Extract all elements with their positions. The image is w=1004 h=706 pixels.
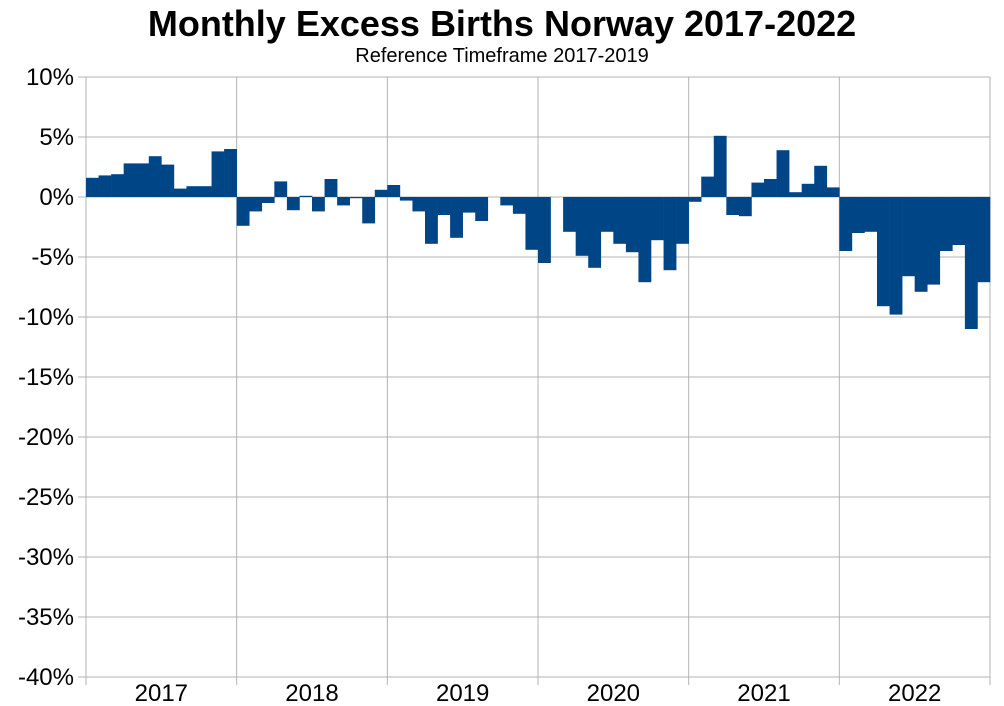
y-tick-label: -15% [18, 364, 74, 391]
chart-subtitle: Reference Timeframe 2017-2019 [355, 45, 649, 67]
bar [588, 197, 602, 268]
bar [676, 197, 689, 244]
x-tick-label: 2018 [285, 680, 338, 706]
bar [299, 195, 313, 197]
bar [186, 186, 200, 197]
bar [324, 179, 338, 197]
bar [651, 197, 664, 241]
bar [98, 175, 112, 197]
bar [538, 197, 551, 263]
x-tick-label: 2017 [135, 680, 188, 706]
y-tick-label: 10% [26, 64, 74, 91]
y-tick-label: -25% [18, 484, 74, 511]
bar [977, 197, 991, 283]
bar [851, 197, 865, 233]
bar [877, 197, 890, 307]
bar [173, 188, 187, 197]
y-tick-label: -30% [18, 544, 74, 571]
bar [236, 197, 250, 226]
bar [964, 197, 978, 329]
bar [312, 197, 325, 212]
bar [525, 197, 539, 250]
bar [362, 197, 376, 224]
bar [738, 197, 752, 217]
bar [638, 197, 652, 283]
y-tick-label: 0% [39, 184, 74, 211]
bar [826, 187, 840, 197]
bar [952, 197, 966, 245]
bar [839, 197, 853, 251]
bar [776, 150, 790, 197]
bars-layer [86, 135, 991, 329]
bar [249, 197, 263, 212]
bar [575, 197, 589, 256]
bar [902, 197, 915, 277]
bar [927, 197, 941, 285]
bar [512, 197, 526, 214]
bar [123, 163, 137, 197]
bar [864, 197, 878, 232]
bar [814, 165, 828, 197]
bar [500, 197, 514, 206]
bar [337, 197, 350, 206]
bar [437, 197, 451, 215]
bar [136, 163, 150, 197]
bar [425, 197, 438, 244]
bar [713, 135, 727, 197]
x-tick-label: 2020 [587, 680, 640, 706]
x-tick-label: 2022 [888, 680, 941, 706]
bar [563, 197, 576, 232]
y-tick-label: -10% [18, 304, 74, 331]
bar [387, 185, 401, 197]
y-tick-label: 5% [39, 124, 74, 151]
chart-title: Monthly Excess Births Norway 2017-2022 [147, 3, 857, 44]
y-tick-label: -40% [18, 664, 74, 691]
bar [663, 197, 677, 271]
bar [211, 151, 225, 197]
x-tick-label: 2021 [737, 680, 790, 706]
bar [148, 156, 162, 197]
bar [600, 197, 614, 232]
bar [286, 197, 300, 211]
bar [764, 179, 777, 197]
bar [374, 189, 388, 197]
bar [801, 183, 815, 197]
y-tick-label: -5% [31, 244, 74, 271]
bar [86, 177, 99, 197]
bar [751, 182, 765, 197]
bar [261, 197, 275, 203]
bar [450, 197, 463, 238]
y-tick-label: -20% [18, 424, 74, 451]
y-tick-label: -35% [18, 604, 74, 631]
bar [161, 164, 175, 197]
bar [399, 197, 413, 201]
bar [613, 197, 627, 244]
bar [889, 197, 903, 315]
bar [939, 197, 953, 251]
bar [462, 197, 476, 213]
labels-layer: 10% 5% 0% -5% -10% -15% -20% -25% -30% -35% -40% 20… [18, 64, 941, 706]
bar [625, 197, 639, 253]
bar [274, 181, 288, 197]
bar [726, 197, 740, 215]
bar [111, 174, 124, 197]
bar [701, 176, 715, 197]
bar [688, 197, 702, 202]
bar [475, 197, 489, 221]
bar [914, 197, 928, 292]
bar [199, 186, 212, 197]
bar [789, 192, 802, 197]
bar [349, 197, 363, 199]
bar [412, 197, 426, 212]
x-tick-label: 2019 [436, 680, 489, 706]
bar [224, 149, 237, 197]
